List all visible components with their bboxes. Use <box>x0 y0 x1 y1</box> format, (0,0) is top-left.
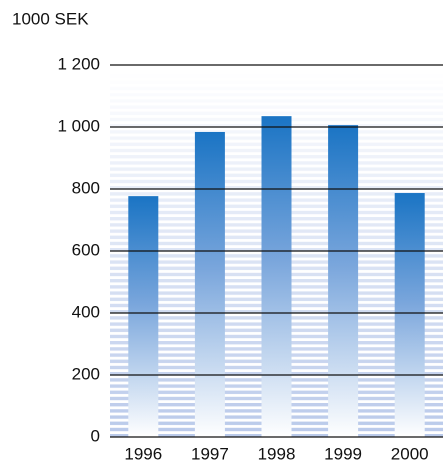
y-tick-label: 1 000 <box>57 116 100 135</box>
bar <box>128 196 159 437</box>
x-tick-label: 1996 <box>124 444 162 463</box>
y-tick-label: 600 <box>72 240 100 259</box>
bar <box>261 116 292 438</box>
y-tick-label: 0 <box>91 426 100 445</box>
y-axis-label: 1000 SEK <box>12 9 89 28</box>
y-tick-label: 800 <box>72 178 100 197</box>
x-tick-label: 2000 <box>391 444 429 463</box>
y-tick-label: 400 <box>72 302 100 321</box>
y-tick-label: 1 200 <box>57 54 100 73</box>
bar <box>328 125 359 437</box>
x-tick-label: 1997 <box>191 444 229 463</box>
bar <box>194 131 225 437</box>
y-tick-label: 200 <box>72 364 100 383</box>
bar <box>394 193 425 437</box>
x-tick-label: 1998 <box>258 444 296 463</box>
x-tick-label: 1999 <box>324 444 362 463</box>
